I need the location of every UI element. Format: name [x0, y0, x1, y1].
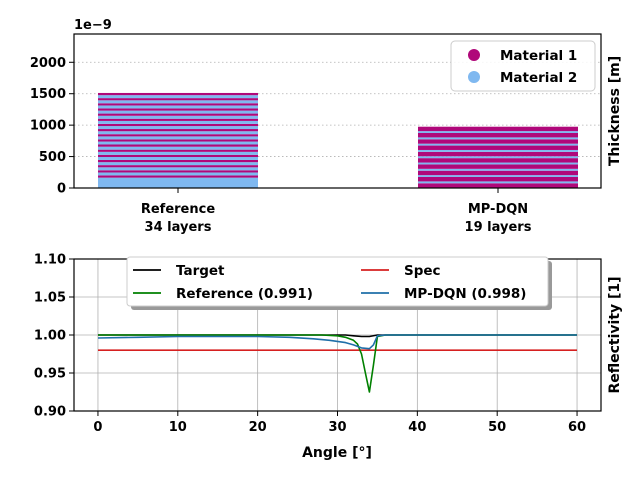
offset-text: 1e−9 — [74, 18, 112, 33]
bar-layer — [98, 92, 258, 96]
bar-layer — [98, 131, 258, 135]
bar-layer — [98, 110, 258, 114]
legend-label: Material 1 — [500, 48, 577, 64]
bar-layer — [98, 175, 258, 178]
x-tick-label: 0 — [93, 420, 102, 435]
bar-layer — [98, 105, 258, 109]
bar-layer — [98, 95, 258, 99]
x-tick-label: 40 — [408, 420, 426, 435]
bar-layer — [418, 143, 578, 146]
bar-layer — [98, 177, 258, 188]
bar-layer — [418, 131, 578, 133]
series-line-reference — [98, 334, 577, 393]
bar-layer — [98, 146, 258, 150]
bar-layer — [98, 118, 258, 121]
legend: Target Spec Reference (0.991) MP-DQN (0.998… — [126, 256, 552, 310]
x-tick-label: 20 — [249, 420, 267, 435]
legend-label: Spec — [404, 263, 441, 279]
reflectivity-chart: 0 10 20 30 40 50 60 0.90 0.95 1.00 1.05 1.10 Angle [… — [34, 253, 623, 462]
y-tick-label: 1.00 — [34, 329, 66, 344]
y-tick-label: 1000 — [30, 119, 66, 134]
legend-label: MP-DQN (0.998) — [404, 286, 526, 302]
bar-layer — [98, 136, 258, 140]
x-tick-label: 30 — [328, 420, 346, 435]
bar-layer — [418, 156, 578, 159]
bar-layer — [98, 123, 258, 127]
bar-layer — [98, 139, 258, 142]
bar-layer — [418, 151, 578, 157]
y-tick-label: 1.05 — [34, 291, 66, 306]
bar-layer — [98, 159, 258, 163]
x-tick-label: 10 — [169, 420, 187, 435]
bar-layer — [418, 177, 578, 182]
legend-marker — [468, 49, 480, 61]
bar-layer — [98, 129, 258, 132]
x-tick-label: 50 — [488, 420, 506, 435]
y-tick-label: 0 — [57, 182, 66, 197]
y-axis-label: Thickness [m] — [607, 56, 623, 166]
bar-layer — [418, 170, 578, 176]
plot-frame — [73, 33, 602, 189]
bar-layer — [98, 108, 258, 111]
bar-layer — [98, 120, 258, 124]
bar-layer — [98, 165, 258, 168]
bar-layer — [98, 126, 258, 130]
bar-layer — [418, 162, 578, 165]
legend-box — [450, 40, 596, 92]
y-tick-label: 1.10 — [34, 253, 66, 268]
thickness-chart: 0 500 1000 1500 2000 1e−9 Reference 34 layers MP… — [30, 18, 623, 235]
bar-layer — [98, 113, 258, 116]
x-tick-label: 34 layers — [145, 220, 212, 235]
bar-layer — [418, 164, 578, 169]
series-line-mp-dqn — [97, 334, 577, 350]
bar-layer — [98, 144, 258, 147]
y-axis-label: Reflectivity [1] — [607, 276, 623, 393]
bar-layer — [418, 149, 578, 152]
bar-layer — [98, 170, 258, 173]
legend: Material 1 Material 2 — [450, 40, 596, 92]
bar-layer — [418, 183, 578, 188]
legend-marker — [468, 71, 480, 83]
bar-layer — [98, 151, 258, 155]
bar-layer — [418, 175, 578, 177]
bar-layer — [418, 126, 578, 132]
y-tick-label: 500 — [39, 150, 66, 165]
bar-layer — [98, 103, 258, 106]
legend-label: Target — [176, 263, 225, 279]
y-tick-label: 0.90 — [34, 405, 66, 420]
x-tick-label: 19 layers — [465, 220, 532, 235]
y-tick-label: 2000 — [30, 56, 66, 71]
bar-layer — [418, 137, 578, 140]
bar-layer — [418, 158, 578, 163]
bar-layer — [98, 167, 258, 171]
x-tick-label: 60 — [568, 420, 586, 435]
bar-layer — [98, 154, 258, 158]
legend-label: Reference (0.991) — [176, 286, 313, 302]
bar-layer — [98, 98, 258, 101]
bar-layer — [418, 145, 578, 150]
bar-layer — [98, 141, 258, 145]
x-tick-label: MP-DQN — [468, 202, 528, 217]
bar-layer — [98, 149, 258, 152]
bar-layer — [98, 115, 258, 119]
bar-layer — [98, 162, 258, 166]
bar-layer — [98, 134, 258, 137]
y-tick-label: 0.95 — [34, 367, 66, 382]
bar-layer — [98, 100, 258, 104]
legend-box — [126, 256, 549, 307]
bar-layer — [418, 139, 578, 144]
bar-layer — [418, 181, 578, 184]
legend-label: Material 2 — [500, 70, 577, 86]
x-axis-label: Angle [°] — [302, 445, 372, 461]
bar-layer — [98, 172, 258, 176]
x-tick-label: Reference — [141, 202, 215, 217]
bar-layer — [418, 168, 578, 171]
y-tick-label: 1500 — [30, 87, 66, 102]
bar-layer — [418, 133, 578, 138]
bar-layer — [98, 157, 258, 160]
